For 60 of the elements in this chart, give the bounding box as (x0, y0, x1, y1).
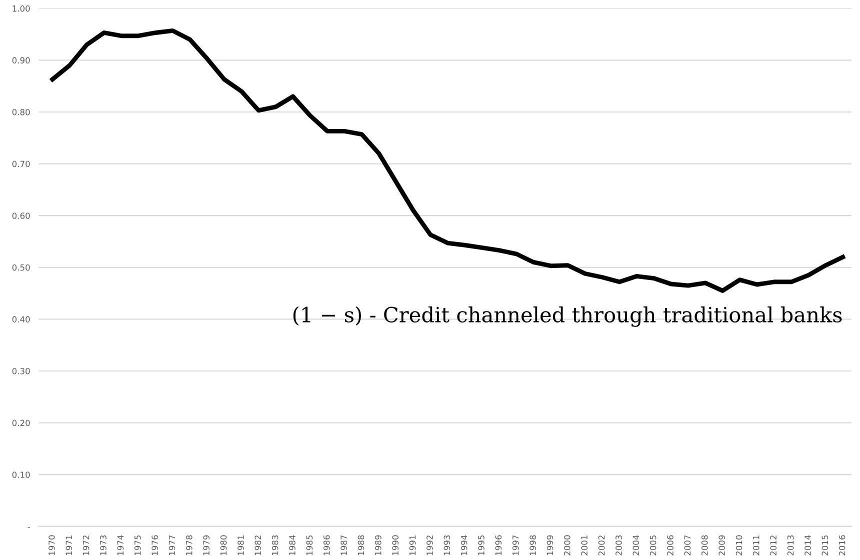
x-tick-label: 1973 (100, 535, 106, 556)
x-tick-label: 2003 (616, 535, 622, 556)
x-tick-label: 1991 (409, 536, 416, 556)
x-tick-label: 1972 (82, 536, 90, 556)
x-tick-label: 2015 (822, 535, 828, 556)
x-tick-label: 2002 (598, 536, 605, 556)
x-tick-label: 2012 (770, 536, 776, 556)
x-tick-label: 1976 (152, 535, 158, 556)
x-tick-label: 1980 (220, 535, 227, 556)
x-tick-label: 2009 (718, 535, 725, 556)
x-tick-label: 1978 (186, 535, 192, 556)
y-tick-label: 1.00 (12, 5, 30, 12)
x-tick-label: 1971 (66, 536, 72, 556)
x-tick-label: 2004 (632, 535, 640, 556)
x-tick-label: 1986 (323, 535, 330, 556)
y-tick-label: 0.30 (12, 368, 30, 374)
x-tick-label: 2007 (684, 535, 691, 556)
x-tick-label: 2006 (667, 535, 674, 556)
y-tick-label: 0.80 (12, 108, 30, 116)
x-tick-label: 2014 (804, 535, 811, 556)
y-tick-label: 0.90 (12, 57, 30, 64)
y-tick-label: 0.70 (12, 160, 30, 168)
x-tick-label: 1995 (478, 535, 484, 556)
x-tick-label: 1992 (426, 536, 433, 556)
x-tick-label: 1993 (444, 535, 450, 556)
x-tick-label: 1982 (254, 536, 262, 556)
x-tick-label: 1999 (546, 535, 554, 556)
x-tick-label: 1997 (512, 535, 519, 556)
x-tick-label: 2010 (736, 535, 742, 556)
x-tick-label: 2016 (838, 535, 846, 556)
x-tick-label: 1989 (375, 535, 382, 556)
x-tick-label: 2001 (581, 536, 588, 556)
y-tick-label: 0.50 (12, 264, 30, 271)
x-tick-label: 1984 (289, 535, 296, 556)
x-tick-label: 1981 (238, 536, 244, 556)
y-tick-label: 0.60 (12, 212, 30, 219)
x-tick-label: 1975 (134, 535, 141, 556)
text: (1 − s) - Credit channeled through traditional banks (293, 306, 842, 327)
x-tick-label: 1974 (117, 535, 124, 556)
x-tick-label: 1987 (340, 535, 347, 556)
x-tick-label: 2013 (787, 535, 794, 556)
y-tick-label: 0.40 (12, 316, 30, 322)
x-tick-label: 1994 (460, 535, 468, 556)
y-tick-label: - (28, 526, 30, 528)
x-tick-label: 1977 (168, 535, 176, 556)
y-tick-label: 0.10 (12, 472, 30, 478)
x-tick-label: 2011 (753, 536, 760, 556)
x-tick-label: 2005 (650, 535, 656, 556)
x-tick-label: 1996 (495, 535, 502, 556)
y-tick-label: 0.20 (12, 420, 30, 426)
x-tick-label: 1979 (203, 535, 210, 556)
line-series (50, 28, 846, 293)
x-tick-label: 2008 (701, 535, 708, 556)
x-tick-label: 1985 (306, 535, 313, 556)
x-tick-label: 1990 (392, 535, 398, 556)
x-tick-label: 2000 (564, 535, 570, 556)
x-tick-label: 1988 (358, 535, 364, 556)
x-tick-label: 1970 (48, 535, 55, 556)
x-tick-label: 1998 (530, 535, 536, 556)
x-tick-label: 1983 (272, 535, 278, 556)
